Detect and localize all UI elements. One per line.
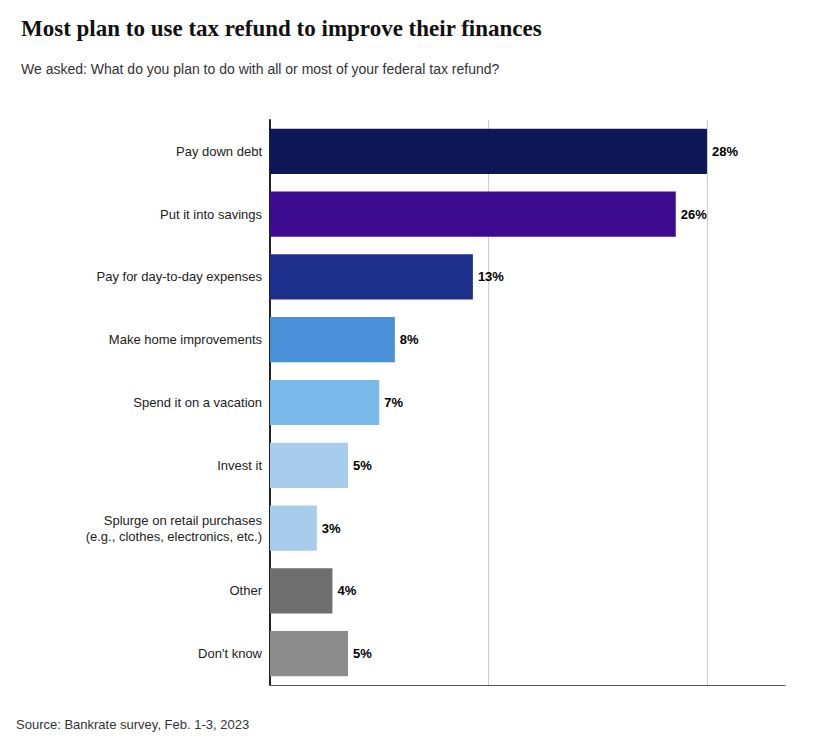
svg-text:Most plan to use tax refund to: Most plan to use tax refund to improve t…	[21, 16, 542, 41]
svg-text:We asked: What do you plan to: We asked: What do you plan to do with al…	[21, 61, 500, 77]
svg-text:Put it into savings: Put it into savings	[160, 207, 262, 222]
svg-text:Pay down debt: Pay down debt	[176, 144, 262, 159]
svg-text:28%: 28%	[712, 144, 738, 159]
svg-text:3%: 3%	[322, 521, 341, 536]
svg-text:Invest it: Invest it	[217, 458, 262, 473]
svg-text:Make home improvements: Make home improvements	[109, 332, 263, 347]
svg-text:26%: 26%	[681, 207, 707, 222]
svg-text:Source: Bankrate survey, Feb.: Source: Bankrate survey, Feb. 1-3, 2023	[16, 717, 249, 732]
svg-text:4%: 4%	[337, 583, 356, 598]
svg-text:5%: 5%	[353, 458, 372, 473]
svg-text:Don't know: Don't know	[198, 646, 263, 661]
svg-text:Spend it on a vacation: Spend it on a vacation	[133, 395, 262, 410]
svg-text:13%: 13%	[478, 269, 504, 284]
svg-text:Splurge on retail purchases: Splurge on retail purchases	[104, 513, 263, 528]
svg-text:Other: Other	[229, 583, 262, 598]
svg-text:8%: 8%	[400, 332, 419, 347]
svg-text:(e.g., clothes, electronics, e: (e.g., clothes, electronics, etc.)	[86, 529, 262, 544]
svg-text:5%: 5%	[353, 646, 372, 661]
svg-text:7%: 7%	[384, 395, 403, 410]
svg-text:Pay for day-to-day expenses: Pay for day-to-day expenses	[97, 269, 263, 284]
